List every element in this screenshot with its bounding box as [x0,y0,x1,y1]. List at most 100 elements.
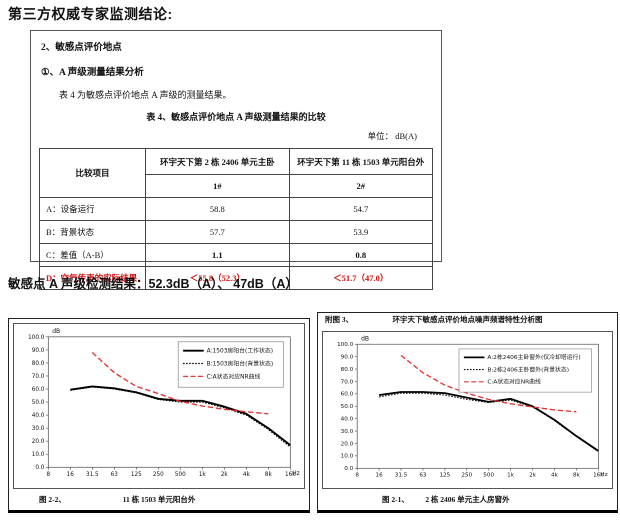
row-value: 1.1 [145,243,290,267]
row-value: 57.7 [145,220,290,244]
unit-label: 单位： dB(A) [367,131,417,141]
chart-frame-right: dB Hz 0.0 10.0 20.0 30.0 40.0 50.0 60.0 70.0 80.0 9… [322,331,613,489]
row-value: 54.7 [288,197,434,221]
report-excerpt-box: 2、敏感点评价地点 ①、A 声级测量结果分析 表 4 为敏感点评价地点 A 声级… [30,30,442,290]
svg-text:70.0: 70.0 [32,374,45,380]
svg-text:2k: 2k [529,473,537,479]
table-row-d-result: D：空气传声的实际结果 ＜55.8（52.3） ＜51.7（47.0） [38,266,434,290]
row-label: B：背景状态 [38,220,147,244]
attachment-number: 附图 3、 [325,315,354,324]
row-value: 53.9 [288,220,434,244]
svg-text:C:A状态对应NR曲线: C:A状态对应NR曲线 [207,372,261,380]
chart-panel-left: dB Hz 0.0 10.0 20.0 30.0 40.0 50.0 60.0 70.0 80.0 9… [8,318,310,513]
svg-text:63: 63 [111,472,119,478]
subheader-1: 1# [145,174,290,198]
svg-text:16: 16 [67,472,75,478]
svg-text:8k: 8k [573,473,581,479]
subsection-heading: ①、A 声级测量结果分析 [41,68,144,78]
svg-text:125: 125 [439,473,450,479]
svg-text:31.5: 31.5 [395,473,408,479]
svg-text:8: 8 [46,472,50,478]
svg-text:1k: 1k [199,472,207,478]
row-value: ＜51.7（47.0） [288,266,434,290]
svg-text:60.0: 60.0 [341,392,354,398]
page-title: 第三方权威专家监测结论: [8,6,173,22]
spectrum-chart-right: dB Hz 0.0 10.0 20.0 30.0 40.0 50.0 60.0 70.0 80.0 9… [337,336,608,479]
svg-text:1k: 1k [507,473,515,479]
row-label: D：空气传声的实际结果 [38,266,147,290]
table-row-c: C：差值（A-B） 1.1 0.8 [38,243,434,267]
svg-text:50.0: 50.0 [32,400,45,406]
svg-text:20.0: 20.0 [341,441,354,447]
col-group-1: 环宇天下第 2 栋 2406 单元主卧 [145,148,290,175]
table-row-a: A：设备运行 58.8 54.7 [38,197,434,221]
attachment-title: 环宇天下敏感点评价地点噪声频谱特性分析图 [392,315,543,324]
section-heading: 2、敏感点评价地点 [41,43,122,53]
svg-text:125: 125 [131,472,142,478]
corner-header-cell: 比较项目 [38,148,147,198]
row-label: C：差值（A-B） [38,243,147,267]
svg-text:250: 250 [461,473,472,479]
chart-panel-right: 附图 3、 环宇天下敏感点评价地点噪声频谱特性分析图 dB Hz 0.0 10.0 20… [317,312,618,513]
spectrum-chart-left: dB Hz 0.0 10.0 20.0 30.0 40.0 50.0 60.0 70.0 80.0 9… [28,328,300,478]
svg-text:50.0: 50.0 [341,404,354,410]
caption-row-right: 图 2-1、 2 栋 2406 单元主人房窗外 [318,489,617,510]
svg-text:A:1503房阳台(工作状态): A:1503房阳台(工作状态) [207,347,273,355]
svg-text:30.0: 30.0 [32,426,45,432]
svg-text:16k: 16k [285,472,296,478]
svg-text:4k: 4k [243,472,251,478]
intro-text: 表 4 为敏感点评价地点 A 声级的测量结果。 [59,90,232,100]
figure-caption: 11 栋 1503 单元阳台外 [122,495,196,504]
col-group-2: 环宇天下第 11 栋 1503 单元阳台外 [288,148,434,175]
svg-text:250: 250 [153,472,164,478]
svg-text:70.0: 70.0 [341,379,354,385]
svg-text:4k: 4k [551,473,559,479]
svg-text:Hz: Hz [600,472,607,478]
svg-text:16: 16 [375,473,383,479]
figure-number: 图 2-2、 [39,495,66,504]
svg-text:dB: dB [52,328,60,335]
table-header-row: 比较项目 环宇天下第 2 栋 2406 单元主卧 环宇天下第 11 栋 1503… [38,148,434,198]
svg-text:100.0: 100.0 [337,342,354,348]
svg-text:16k: 16k [593,473,604,479]
comparison-table: 比较项目 环宇天下第 2 栋 2406 单元主卧 环宇天下第 11 栋 1503… [38,148,434,290]
chart-frame-left: dB Hz 0.0 10.0 20.0 30.0 40.0 50.0 60.0 70.0 80.0 9… [13,323,305,489]
svg-text:10.0: 10.0 [32,452,45,458]
svg-text:B:1503房阳台(背景状态): B:1503房阳台(背景状态) [207,359,274,367]
svg-text:10.0: 10.0 [341,454,354,460]
svg-text:80.0: 80.0 [32,361,45,367]
svg-text:B:2栋2406主卧窗外(背景状态): B:2栋2406主卧窗外(背景状态) [487,366,569,374]
row-label: A：设备运行 [38,197,147,221]
svg-text:500: 500 [175,472,186,478]
row-value: 0.8 [288,243,434,267]
svg-text:63: 63 [419,473,427,479]
svg-text:0.0: 0.0 [35,465,44,471]
svg-text:2k: 2k [221,472,229,478]
conclusion-line: 敏感点 A 声级检测结果：52.3dB（A）、 47dB（A） [8,277,298,291]
svg-text:31.5: 31.5 [86,472,99,478]
svg-text:dB: dB [361,336,369,343]
figure-number: 图 2-1、 [382,495,409,504]
svg-text:100.0: 100.0 [28,335,45,341]
svg-text:0.0: 0.0 [344,466,353,472]
svg-text:40.0: 40.0 [341,417,354,423]
svg-text:40.0: 40.0 [32,413,45,419]
row-value: ＜55.8（52.3） [145,266,290,290]
svg-text:90.0: 90.0 [341,355,354,361]
svg-text:90.0: 90.0 [32,348,45,354]
svg-text:20.0: 20.0 [32,439,45,445]
svg-text:A:2栋2406主卧窗外(仅冷却塔运行): A:2栋2406主卧窗外(仅冷却塔运行) [487,353,580,361]
figure-caption: 2 栋 2406 单元主人房窗外 [425,495,510,504]
subheader-2: 2# [288,174,434,198]
svg-text:C:A状态对应NR曲线: C:A状态对应NR曲线 [487,378,541,386]
svg-text:8: 8 [355,473,359,479]
table-row-b: B：背景状态 57.7 53.9 [38,220,434,244]
caption-row-left: 图 2-2、 11 栋 1503 单元阳台外 [9,489,309,510]
svg-text:500: 500 [483,473,494,479]
panel-header-right: 附图 3、 环宇天下敏感点评价地点噪声频谱特性分析图 [318,313,617,327]
svg-text:80.0: 80.0 [341,367,354,373]
svg-text:8k: 8k [265,472,273,478]
table-caption: 表 4、敏感点评价地点 A 声级测量结果的比较 [146,112,326,122]
svg-text:Hz: Hz [292,471,299,477]
